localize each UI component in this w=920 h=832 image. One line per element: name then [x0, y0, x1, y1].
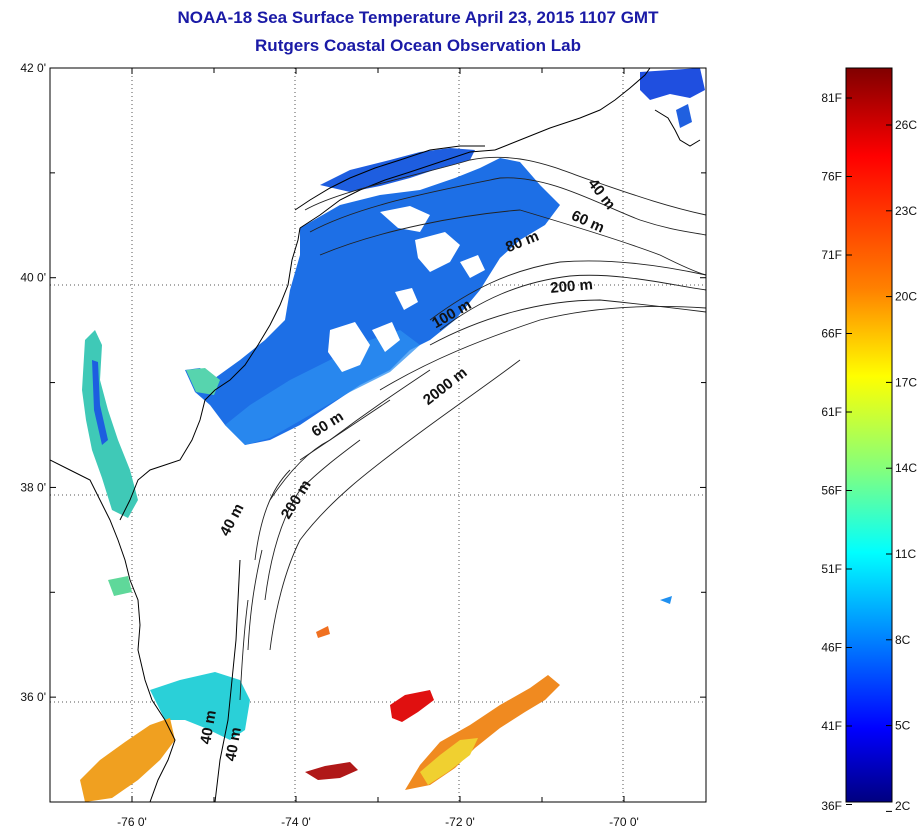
colorbar-label-c: 2C — [895, 799, 911, 813]
colorbar-label-c: 17C — [895, 375, 917, 389]
sst-gulf-stream-band-cool — [420, 738, 478, 785]
sst-gulf-stream-south — [80, 718, 175, 802]
map-title: NOAA-18 Sea Surface Temperature April 23… — [177, 8, 659, 27]
lon-tick-label: -70 0' — [609, 815, 639, 829]
colorbar-label-f: 46F — [821, 641, 842, 655]
sst-cold-shelf — [185, 158, 560, 445]
contour-label: 2000 m — [420, 364, 471, 409]
sst-nc-shelf — [150, 672, 250, 740]
sst-long-island — [320, 148, 475, 192]
colorbar-labels: 81F 76F 71F 66F 61F 56F 51F 46F 41F 36F 26C 23C 20C 1… — [821, 91, 917, 813]
colorbar-label-f: 76F — [821, 170, 842, 184]
colorbar-label-c: 14C — [895, 461, 917, 475]
sst-cold-shelf-light — [225, 330, 420, 445]
sst-warm-eddy-1 — [390, 690, 434, 722]
bathymetry-contours — [239, 156, 706, 701]
sst-gulf-maine — [640, 68, 705, 100]
colorbar-label-c: 5C — [895, 719, 911, 733]
sst-va-spot — [108, 576, 132, 596]
lon-tick-label: -74 0' — [281, 815, 311, 829]
axis-tick-labels: 42 0' 40 0' 38 0' 36 0' -76 0' -74 0' -72 0' -7… — [20, 61, 638, 829]
sst-chesapeake — [82, 330, 138, 518]
colorbar-label-f: 71F — [821, 248, 842, 262]
colorbar-label-c: 23C — [895, 204, 917, 218]
colorbar — [845, 67, 893, 803]
colorbar-label-f: 81F — [821, 91, 842, 105]
sst-cape-cod — [676, 104, 692, 128]
sst-warm-eddy-2 — [305, 762, 358, 780]
contour-label: 40 m — [584, 176, 618, 213]
lat-tick-label: 40 0' — [20, 271, 46, 285]
contour-label: 60 m — [569, 207, 607, 236]
map-subtitle: Rutgers Coastal Ocean Observation Lab — [255, 36, 581, 55]
colorbar-label-f: 41F — [821, 719, 842, 733]
contour-label: 40 m — [216, 501, 247, 539]
sst-chesapeake-edge — [92, 360, 108, 445]
lon-tick-label: -76 0' — [117, 815, 147, 829]
colorbar-label-f: 66F — [821, 327, 842, 341]
colorbar-label-c: 8C — [895, 633, 911, 647]
colorbar-label-c: 20C — [895, 290, 917, 304]
colorbar-label-f: 61F — [821, 405, 842, 419]
contour-label: 200 m — [278, 477, 315, 522]
axis-ticks — [49, 67, 707, 803]
lon-tick-label: -72 0' — [445, 815, 475, 829]
colorbar-label-f: 51F — [821, 562, 842, 576]
contour-label: 200 m — [550, 276, 594, 297]
sst-small-spot-1 — [316, 626, 330, 638]
contour-label: 40 m — [222, 726, 245, 763]
colorbar-label-f: 56F — [821, 484, 842, 498]
map-content — [50, 68, 706, 802]
colorbar-label-c: 26C — [895, 118, 917, 132]
coastline — [50, 68, 701, 802]
cloud-gaps — [328, 206, 485, 372]
sst-delaware-bay — [186, 368, 220, 395]
sst-small-spot-2 — [660, 596, 672, 604]
lat-tick-label: 38 0' — [20, 480, 46, 494]
lat-tick-label: 36 0' — [20, 690, 46, 704]
colorbar-label-c: 11C — [895, 547, 916, 561]
lat-tick-label: 42 0' — [20, 61, 46, 75]
contour-label: 40 m — [197, 709, 220, 746]
colorbar-label-f: 36F — [821, 799, 842, 813]
